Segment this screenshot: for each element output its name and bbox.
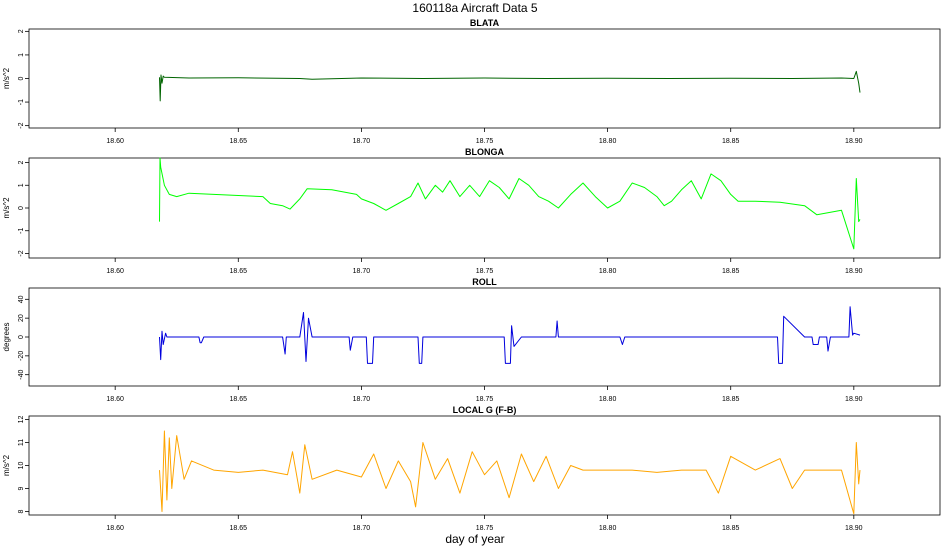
y-tick-label: 0 bbox=[18, 76, 25, 80]
x-tick-label: 18.90 bbox=[845, 525, 863, 532]
panel-title: ROLL bbox=[472, 277, 497, 287]
y-tick-label: 40 bbox=[18, 295, 25, 303]
x-axis-label: day of year bbox=[445, 532, 504, 546]
x-tick-label: 18.90 bbox=[845, 268, 863, 275]
y-tick-label: 11 bbox=[18, 439, 25, 446]
x-tick-label: 18.75 bbox=[476, 138, 494, 145]
series-line-1 bbox=[159, 70, 861, 102]
x-tick-label: 18.80 bbox=[599, 396, 617, 403]
y-tick-label: 2 bbox=[18, 29, 25, 33]
x-tick-label: 18.75 bbox=[476, 396, 494, 403]
x-tick-label: 18.65 bbox=[230, 268, 248, 275]
y-tick-label: 0 bbox=[18, 335, 25, 339]
y-tick-label: 10 bbox=[18, 462, 25, 470]
y-axis-label: m/s^2 bbox=[2, 67, 11, 89]
x-tick-label: 18.60 bbox=[106, 396, 124, 403]
y-axis-label: m/s^2 bbox=[2, 454, 11, 476]
y-tick-label: 2 bbox=[18, 160, 25, 164]
x-tick-label: 18.80 bbox=[599, 525, 617, 532]
x-tick-label: 18.85 bbox=[722, 138, 740, 145]
figure-title: 160118a Aircraft Data 5 bbox=[412, 1, 538, 15]
plot-frame bbox=[28, 157, 941, 259]
x-tick-label: 18.60 bbox=[106, 268, 124, 275]
y-tick-label: 8 bbox=[18, 509, 25, 513]
x-tick-label: 18.75 bbox=[476, 525, 494, 532]
x-tick-label: 18.85 bbox=[722, 268, 740, 275]
x-tick-label: 18.70 bbox=[353, 138, 371, 145]
x-tick-label: 18.80 bbox=[599, 138, 617, 145]
series-line-1 bbox=[159, 157, 861, 250]
x-tick-label: 18.60 bbox=[106, 525, 124, 532]
x-tick-label: 18.65 bbox=[230, 396, 248, 403]
x-tick-label: 18.70 bbox=[353, 268, 371, 275]
x-tick-label: 18.70 bbox=[353, 396, 371, 403]
y-tick-label: -2 bbox=[18, 122, 25, 128]
y-tick-label: 20 bbox=[18, 314, 25, 322]
x-tick-label: 18.65 bbox=[230, 138, 248, 145]
x-tick-label: 18.85 bbox=[722, 525, 740, 532]
y-tick-label: -20 bbox=[18, 351, 25, 361]
y-tick-label: 1 bbox=[18, 53, 25, 57]
x-tick-label: 18.90 bbox=[845, 396, 863, 403]
y-tick-label: 0 bbox=[18, 206, 25, 210]
y-axis-label: m/s^2 bbox=[2, 197, 11, 219]
x-tick-label: 18.85 bbox=[722, 396, 740, 403]
panel-1: BLATA m/s^2 -2 -1 0 1 2 18.60 18.65 18.70 18.75 18.… bbox=[2, 18, 941, 145]
panel-4: LOCAL G (F-B) m/s^2 8 9 10 11 12 18.60 18.65 18.7… bbox=[2, 405, 941, 532]
panel-title: LOCAL G (F-B) bbox=[453, 405, 517, 415]
y-tick-label: -40 bbox=[18, 370, 25, 380]
panel-title: BLATA bbox=[470, 18, 500, 28]
x-tick-label: 18.75 bbox=[476, 268, 494, 275]
y-tick-label: 12 bbox=[18, 415, 25, 423]
series-line-1 bbox=[159, 430, 861, 515]
y-tick-label: -2 bbox=[18, 250, 25, 256]
y-tick-label: 9 bbox=[18, 486, 25, 490]
x-tick-label: 18.80 bbox=[599, 268, 617, 275]
y-tick-label: -1 bbox=[18, 99, 25, 105]
y-axis-label: degrees bbox=[2, 323, 11, 352]
panel-title: BLONGA bbox=[465, 147, 504, 157]
panel-3: ROLL degrees -40 -20 0 20 40 18.60 18.65 18.70 18.… bbox=[2, 277, 941, 403]
panel-2: BLONGA m/s^2 -2 -1 0 1 2 18.60 18.65 18.70 18.75 18… bbox=[2, 147, 941, 275]
x-tick-label: 18.90 bbox=[845, 138, 863, 145]
x-tick-label: 18.70 bbox=[353, 525, 371, 532]
x-tick-label: 18.60 bbox=[106, 138, 124, 145]
y-tick-label: 1 bbox=[18, 183, 25, 187]
x-tick-label: 18.65 bbox=[230, 525, 248, 532]
y-tick-label: -1 bbox=[18, 228, 25, 234]
series-line-1 bbox=[159, 306, 861, 364]
